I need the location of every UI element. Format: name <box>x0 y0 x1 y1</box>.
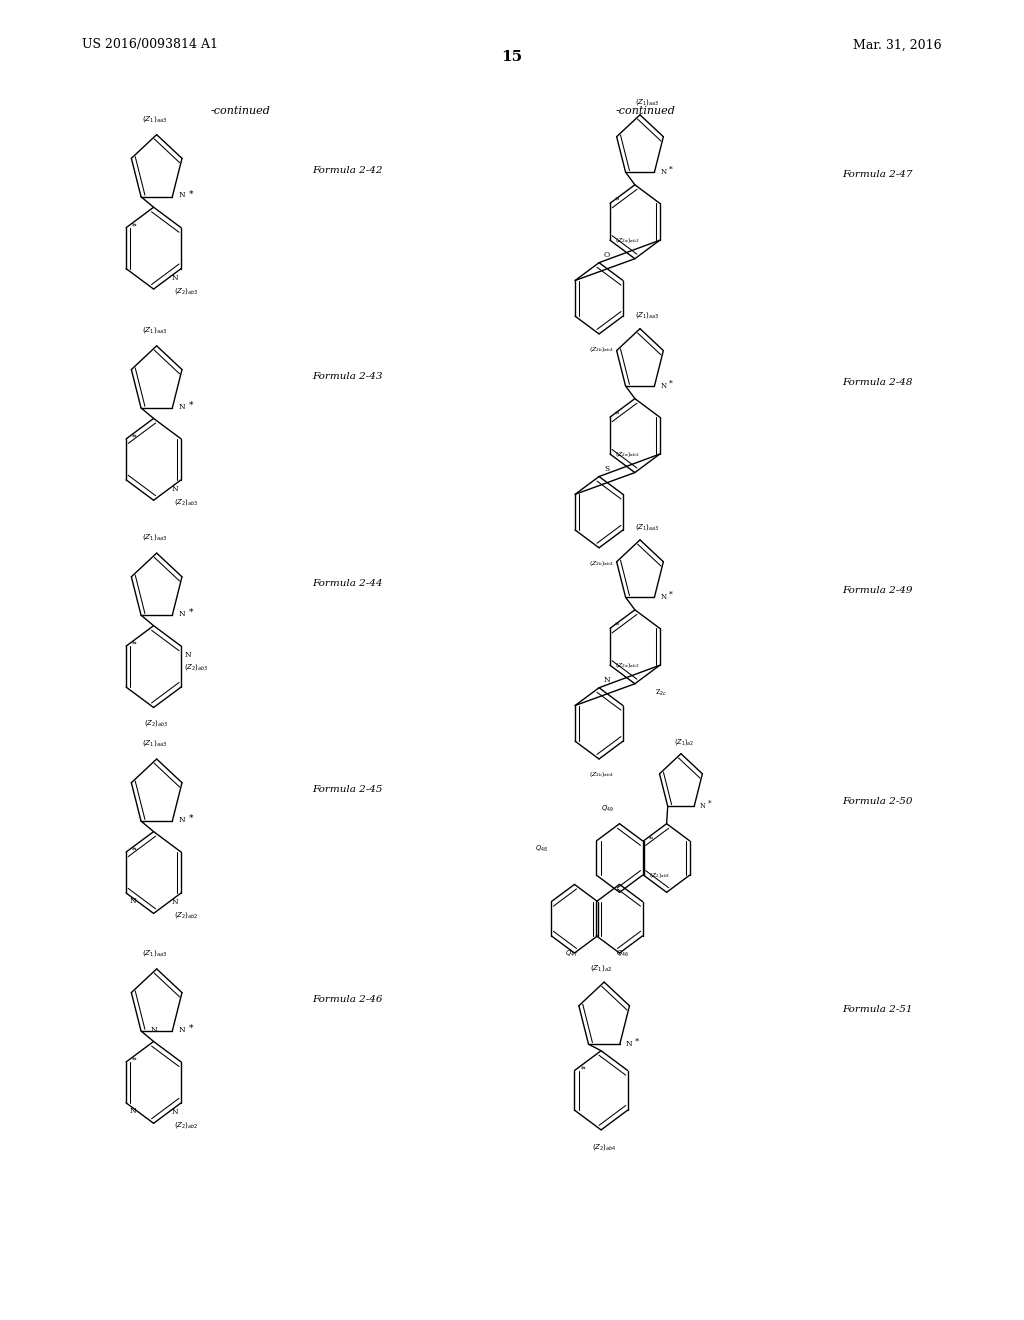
Text: US 2016/0093814 A1: US 2016/0093814 A1 <box>82 38 218 51</box>
Text: $(Z_1)_{a2}$: $(Z_1)_{a2}$ <box>590 962 612 973</box>
Text: N: N <box>660 381 667 389</box>
Text: $(Z_2)_{ab3}$: $(Z_2)_{ab3}$ <box>174 286 199 296</box>
Text: *': *' <box>132 846 138 855</box>
Text: *': *' <box>132 222 138 231</box>
Text: 15: 15 <box>502 50 522 63</box>
Text: -continued: -continued <box>615 106 675 116</box>
Text: $Q_{49}$: $Q_{49}$ <box>601 804 613 814</box>
Text: $(Z_1)_{aa3}$: $(Z_1)_{aa3}$ <box>635 96 659 107</box>
Text: $(Z_2)_{ab3}$: $(Z_2)_{ab3}$ <box>174 498 199 507</box>
Text: *: * <box>669 379 673 387</box>
Text: Z$_{2c}$: Z$_{2c}$ <box>655 688 668 698</box>
Text: *': *' <box>615 622 621 630</box>
Text: *': *' <box>615 411 621 418</box>
Text: N: N <box>171 898 178 907</box>
Text: $(Z_2)_{ab3}$: $(Z_2)_{ab3}$ <box>648 871 670 879</box>
Text: *: * <box>669 590 673 598</box>
Text: $(Z_1)_{a2}$: $(Z_1)_{a2}$ <box>674 737 694 747</box>
Text: *: * <box>635 1038 639 1045</box>
Text: *: * <box>188 190 194 198</box>
Text: $Q_{48}$: $Q_{48}$ <box>535 843 548 854</box>
Text: $(Z_1)_{aa3}$: $(Z_1)_{aa3}$ <box>635 521 659 532</box>
Text: *: * <box>708 800 711 808</box>
Text: Formula 2-51: Formula 2-51 <box>842 1006 912 1014</box>
Text: $(Z_{2a})_{ab2}$: $(Z_{2a})_{ab2}$ <box>615 236 640 244</box>
Text: $Q_{46}$: $Q_{46}$ <box>616 949 629 960</box>
Text: $(Z_1)_{aa3}$: $(Z_1)_{aa3}$ <box>142 532 167 543</box>
Text: *': *' <box>132 640 138 649</box>
Text: S: S <box>604 465 609 473</box>
Text: $(Z_2)_{ab3}$: $(Z_2)_{ab3}$ <box>144 718 169 729</box>
Text: N: N <box>660 168 667 176</box>
Text: N: N <box>660 593 667 601</box>
Text: *: * <box>188 609 194 616</box>
Text: Formula 2-50: Formula 2-50 <box>842 797 912 805</box>
Text: *': *' <box>132 1056 138 1065</box>
Text: $(Z_1)_{aa3}$: $(Z_1)_{aa3}$ <box>142 738 167 748</box>
Text: $Q_{47}$: $Q_{47}$ <box>565 949 578 960</box>
Text: N: N <box>178 1026 185 1034</box>
Text: *': *' <box>615 197 621 205</box>
Text: N: N <box>171 484 178 494</box>
Text: Formula 2-49: Formula 2-49 <box>842 586 912 594</box>
Text: Formula 2-43: Formula 2-43 <box>312 372 383 380</box>
Text: $(Z_1)_{aa3}$: $(Z_1)_{aa3}$ <box>142 948 167 958</box>
Text: $(Z_2)_{ab4}$: $(Z_2)_{ab4}$ <box>592 1142 616 1152</box>
Text: *': *' <box>581 1065 587 1073</box>
Text: N: N <box>699 803 706 810</box>
Text: $(Z_{2b})_{ab4}$: $(Z_{2b})_{ab4}$ <box>589 560 613 568</box>
Text: *': *' <box>132 433 138 442</box>
Text: Formula 2-44: Formula 2-44 <box>312 579 383 587</box>
Text: N: N <box>184 651 190 660</box>
Text: Formula 2-46: Formula 2-46 <box>312 995 383 1003</box>
Text: N: N <box>604 676 610 684</box>
Text: N: N <box>626 1040 633 1048</box>
Text: O: O <box>604 251 610 259</box>
Text: -continued: -continued <box>211 106 270 116</box>
Text: N: N <box>178 191 185 199</box>
Text: *: * <box>188 401 194 409</box>
Text: Formula 2-47: Formula 2-47 <box>842 170 912 178</box>
Text: $(Z_2)_{ab3}$: $(Z_2)_{ab3}$ <box>184 663 209 672</box>
Text: $(Z_{2b})_{ab4}$: $(Z_{2b})_{ab4}$ <box>589 346 613 354</box>
Text: $(Z_{2a})_{ab2}$: $(Z_{2a})_{ab2}$ <box>615 661 640 669</box>
Text: *': *' <box>648 836 653 843</box>
Text: N: N <box>178 816 185 824</box>
Text: $(Z_1)_{aa3}$: $(Z_1)_{aa3}$ <box>142 114 167 124</box>
Text: N: N <box>129 1106 136 1115</box>
Text: N: N <box>178 403 185 411</box>
Text: $(Z_1)_{aa3}$: $(Z_1)_{aa3}$ <box>635 310 659 321</box>
Text: Formula 2-48: Formula 2-48 <box>842 379 912 387</box>
Text: Formula 2-42: Formula 2-42 <box>312 166 383 174</box>
Text: N: N <box>178 610 185 618</box>
Text: *: * <box>669 165 673 173</box>
Text: N: N <box>171 273 178 282</box>
Text: N: N <box>129 896 136 906</box>
Text: $(Z_1)_{aa3}$: $(Z_1)_{aa3}$ <box>142 325 167 335</box>
Text: *: * <box>188 814 194 822</box>
Text: Formula 2-45: Formula 2-45 <box>312 785 383 793</box>
Text: $(Z_{2a})_{ab2}$: $(Z_{2a})_{ab2}$ <box>615 450 640 458</box>
Text: $(Z_2)_{ab2}$: $(Z_2)_{ab2}$ <box>174 911 199 920</box>
Text: $(Z_{2b})_{ab4}$: $(Z_{2b})_{ab4}$ <box>589 771 613 779</box>
Text: *: * <box>188 1024 194 1032</box>
Text: $(Z_2)_{ab2}$: $(Z_2)_{ab2}$ <box>174 1121 199 1130</box>
Text: N: N <box>171 1107 178 1117</box>
Text: N: N <box>151 1026 157 1034</box>
Text: Mar. 31, 2016: Mar. 31, 2016 <box>853 38 942 51</box>
